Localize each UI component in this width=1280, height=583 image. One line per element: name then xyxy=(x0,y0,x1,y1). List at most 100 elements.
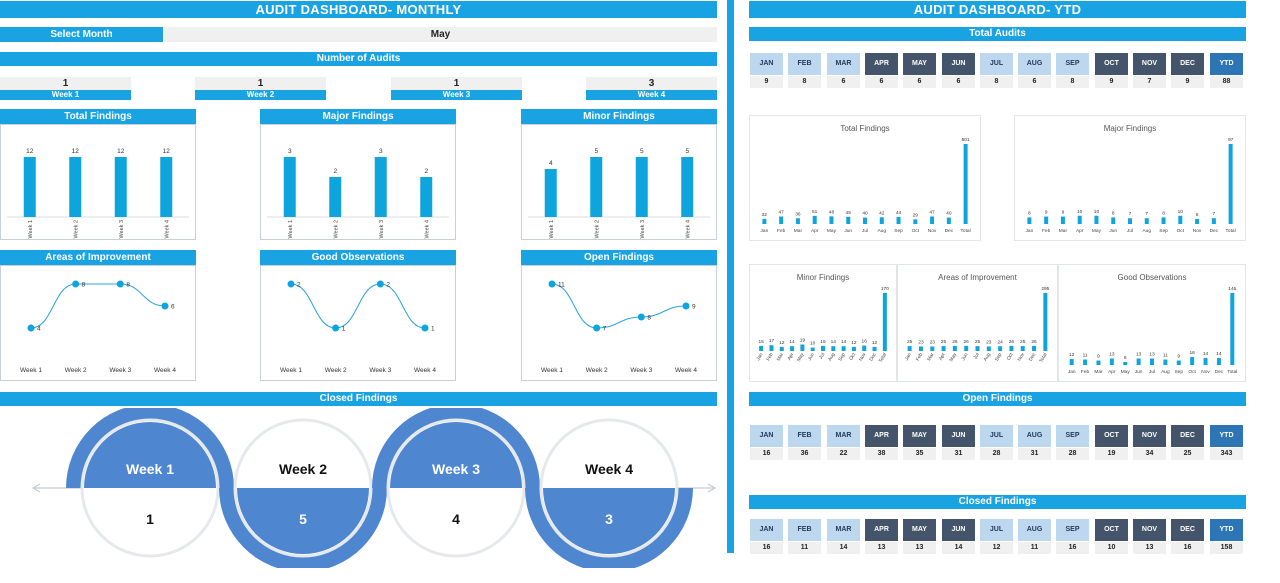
bar xyxy=(846,216,851,224)
month-box-aug[interactable]: AUG xyxy=(1018,519,1051,541)
data-label: 2 xyxy=(333,168,337,175)
month-box-dec[interactable]: DEC xyxy=(1171,53,1204,75)
month-box-ytd[interactable]: YTD xyxy=(1210,519,1243,541)
month-selector[interactable]: May xyxy=(164,27,717,42)
data-label: 295 xyxy=(1041,286,1049,292)
month-box-dec[interactable]: DEC xyxy=(1171,519,1204,541)
bar xyxy=(1150,358,1154,365)
month-box-jan[interactable]: JAN xyxy=(750,519,783,541)
bar xyxy=(762,218,767,224)
closed-week-label: Week 4 xyxy=(585,461,633,477)
bar xyxy=(1044,216,1049,224)
month-box-may[interactable]: MAY xyxy=(903,53,936,75)
month-box-may[interactable]: MAY xyxy=(903,425,936,447)
month-box-apr[interactable]: APR xyxy=(865,519,898,541)
data-label: 25 xyxy=(907,339,913,345)
closed-findings-value: 16 xyxy=(750,542,783,554)
month-box-oct[interactable]: OCT xyxy=(1095,425,1128,447)
closed-findings-value: 12 xyxy=(980,542,1013,554)
data-label: 145 xyxy=(1228,286,1236,292)
month-box-aug[interactable]: AUG xyxy=(1018,425,1051,447)
month-box-mar[interactable]: MAR xyxy=(827,53,860,75)
open-findings-value: 31 xyxy=(1018,448,1051,460)
month-box-mar[interactable]: MAR xyxy=(827,425,860,447)
tick-label: Oct xyxy=(912,228,920,234)
tick-label: Mar xyxy=(926,352,936,363)
month-box-nov[interactable]: NOV xyxy=(1133,519,1166,541)
month-box-sep[interactable]: SEP xyxy=(1056,519,1089,541)
data-label: 15 xyxy=(758,339,764,345)
month-box-feb[interactable]: FEB xyxy=(788,53,821,75)
closed-findings-value: 14 xyxy=(827,542,860,554)
tick-label: Sep xyxy=(1174,369,1183,375)
monthly-dashboard-title: AUDIT DASHBOARD- MONTHLY xyxy=(0,1,717,18)
bar xyxy=(1128,218,1132,224)
chart-svg: 11 Week 1 7 Week 2 8 Week 3 9 Week 4 xyxy=(541,280,697,374)
tick-label: May xyxy=(948,351,958,362)
tick-label: Week 4 xyxy=(154,367,176,374)
month-box-ytd[interactable]: YTD xyxy=(1210,425,1243,447)
data-label: 8 xyxy=(1112,210,1115,216)
month-box-jul[interactable]: JUL xyxy=(980,425,1013,447)
bar xyxy=(863,217,867,224)
data-label: 501 xyxy=(962,137,970,143)
tick-label: Week 4 xyxy=(424,220,430,239)
bar xyxy=(1230,293,1235,365)
bar xyxy=(114,157,127,217)
bar xyxy=(1203,358,1208,365)
total-audits-value: 6 xyxy=(827,76,860,88)
data-label: 3 xyxy=(379,148,383,155)
month-box-nov[interactable]: NOV xyxy=(1133,53,1166,75)
data-label: 4 xyxy=(549,160,553,167)
tick-label: Jul xyxy=(818,352,826,360)
month-box-may[interactable]: MAY xyxy=(903,519,936,541)
bar xyxy=(1190,357,1195,365)
month-box-aug[interactable]: AUG xyxy=(1018,53,1051,75)
data-label: 14 xyxy=(841,339,847,345)
tick-label: Week 1 xyxy=(288,220,294,239)
month-box-jun[interactable]: JUN xyxy=(942,425,975,447)
tick-label: Feb xyxy=(765,352,774,362)
month-box-jan[interactable]: JAN xyxy=(750,425,783,447)
ring-arc xyxy=(525,488,693,568)
month-box-jul[interactable]: JUL xyxy=(980,519,1013,541)
data-label: 2 xyxy=(424,168,428,175)
data-label: 10 xyxy=(810,341,816,347)
bar xyxy=(1176,360,1181,365)
bar xyxy=(283,157,296,217)
bar xyxy=(872,346,877,351)
audit-count: 1 xyxy=(0,77,131,90)
month-box-jan[interactable]: JAN xyxy=(750,53,783,75)
tick-label: Mar xyxy=(776,352,786,363)
month-box-ytd[interactable]: YTD xyxy=(1210,53,1243,75)
month-box-sep[interactable]: SEP xyxy=(1056,53,1089,75)
month-box-nov[interactable]: NOV xyxy=(1133,425,1166,447)
month-box-jun[interactable]: JUN xyxy=(942,53,975,75)
month-box-feb[interactable]: FEB xyxy=(788,519,821,541)
data-label: 12 xyxy=(117,148,125,155)
data-label: 8 xyxy=(1162,210,1165,216)
open-findings-value: 36 xyxy=(788,448,821,460)
bar xyxy=(1009,345,1014,351)
month-box-jul[interactable]: JUL xyxy=(980,53,1013,75)
month-box-oct[interactable]: OCT xyxy=(1095,53,1128,75)
data-label: 4 xyxy=(37,326,41,333)
month-box-sep[interactable]: SEP xyxy=(1056,425,1089,447)
data-label: 42 xyxy=(879,210,885,216)
month-box-apr[interactable]: APR xyxy=(865,425,898,447)
month-box-mar[interactable]: MAR xyxy=(827,519,860,541)
tick-label: Week 4 xyxy=(414,367,436,374)
tick-label: Nov xyxy=(1193,228,1202,234)
tick-label: May xyxy=(827,228,837,234)
open-findings-value: 22 xyxy=(827,448,860,460)
month-box-oct[interactable]: OCT xyxy=(1095,519,1128,541)
data-label: 7 xyxy=(1213,211,1216,217)
month-box-dec[interactable]: DEC xyxy=(1171,425,1204,447)
month-box-jun[interactable]: JUN xyxy=(942,519,975,541)
month-box-feb[interactable]: FEB xyxy=(788,425,821,447)
data-label: 47 xyxy=(778,209,784,215)
tick-label: Week 3 xyxy=(109,367,131,374)
month-box-apr[interactable]: APR xyxy=(865,53,898,75)
ring-arc xyxy=(66,408,234,488)
bar xyxy=(329,177,342,217)
